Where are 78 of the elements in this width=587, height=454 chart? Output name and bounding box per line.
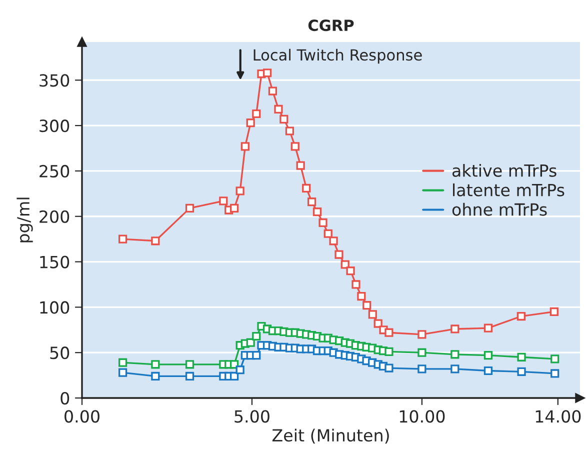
point — [230, 204, 239, 212]
point — [296, 161, 305, 170]
point — [236, 366, 244, 374]
y-tick-label: 350 — [40, 74, 70, 87]
y-tick-label: 300 — [40, 120, 70, 132]
point — [280, 114, 288, 124]
point — [418, 330, 426, 339]
y-tick-label: 100 — [40, 301, 70, 314]
y-tick-label: 50 — [50, 346, 70, 360]
point — [302, 184, 311, 193]
annotation: Local Twitch Response — [254, 48, 422, 64]
point — [262, 68, 272, 78]
legend-label: aktive mTrPs — [452, 164, 556, 177]
point — [550, 307, 558, 316]
point — [368, 310, 377, 319]
point — [484, 366, 493, 376]
point — [384, 328, 394, 337]
point — [418, 364, 426, 374]
point — [246, 118, 255, 128]
point — [151, 236, 160, 246]
point — [329, 236, 338, 246]
point — [484, 351, 493, 360]
point — [484, 324, 493, 332]
point — [307, 198, 316, 206]
point — [185, 204, 194, 212]
point — [290, 142, 300, 151]
point — [118, 368, 128, 377]
point — [384, 364, 394, 372]
y-tick-label: 250 — [40, 164, 70, 178]
point — [312, 208, 322, 216]
legend-label: latente mTrPs — [453, 183, 564, 196]
y-tick-label: 200 — [40, 210, 70, 223]
point — [185, 360, 194, 369]
point — [274, 104, 283, 114]
point — [450, 364, 460, 374]
point — [252, 351, 261, 360]
point — [285, 126, 294, 136]
point — [334, 250, 344, 259]
point — [252, 332, 261, 341]
x-tick-label: 0.00 — [64, 410, 100, 423]
point — [240, 142, 250, 151]
point — [340, 260, 350, 269]
point — [346, 266, 355, 276]
point — [550, 369, 560, 378]
point — [362, 301, 372, 310]
y-tick-label: 150 — [40, 256, 70, 268]
x-tick-label: 5.00 — [234, 410, 270, 423]
point — [324, 229, 332, 238]
point — [151, 360, 160, 369]
point — [246, 338, 255, 347]
x-tick-label: 14.00 — [536, 410, 581, 423]
point — [516, 312, 526, 321]
point — [236, 186, 244, 196]
point — [185, 372, 194, 381]
point — [418, 348, 426, 357]
point — [517, 367, 526, 376]
point — [268, 86, 278, 96]
point — [517, 352, 526, 362]
point — [550, 354, 560, 364]
point — [118, 358, 128, 367]
point — [318, 218, 328, 228]
point — [352, 280, 360, 289]
x-tick-label: 10.00 — [400, 410, 445, 423]
point — [219, 196, 228, 206]
legend-label: ohne mTrPs — [452, 202, 547, 216]
point — [450, 324, 460, 334]
point — [151, 372, 160, 381]
point — [374, 319, 382, 328]
y-axis-title: pg/ml — [16, 198, 33, 242]
point — [230, 372, 239, 381]
point — [450, 350, 460, 359]
x-axis-title: Zeit (Minuten) — [272, 428, 389, 444]
chart-title: CGRP — [308, 20, 354, 32]
point — [118, 234, 128, 244]
y-tick-label: 0 — [60, 392, 70, 405]
point — [357, 292, 366, 301]
point — [252, 109, 261, 118]
point — [384, 347, 394, 356]
